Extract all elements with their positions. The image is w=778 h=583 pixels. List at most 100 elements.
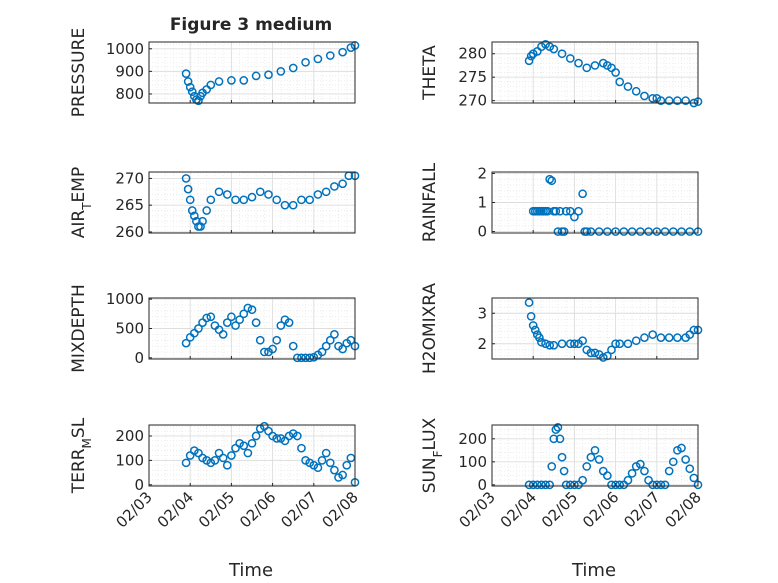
data-point <box>594 227 604 236</box>
data-point <box>317 347 327 357</box>
data-point <box>280 200 290 210</box>
data-point <box>528 321 538 330</box>
data-point <box>227 312 236 322</box>
data-point <box>222 318 232 327</box>
data-point <box>574 206 583 216</box>
data-point <box>677 227 686 236</box>
y-tick-label: 100 <box>115 451 144 469</box>
data-point <box>264 70 273 80</box>
y-tick-label: 800 <box>115 85 144 103</box>
data-point <box>189 211 199 221</box>
data-point <box>524 480 534 490</box>
data-point <box>541 480 550 490</box>
data-point <box>338 47 347 57</box>
axes-box <box>491 424 699 487</box>
subplot-2: 270 275 280 THETA <box>420 39 703 110</box>
data-point <box>194 324 203 333</box>
y-axis-label-tail: LUX <box>420 417 440 450</box>
data-point <box>652 227 662 236</box>
y-axis-label: THETA <box>420 45 440 101</box>
data-point <box>313 54 323 64</box>
x-tick-label: 02/05 <box>195 488 238 531</box>
figure-title: Figure 3 medium <box>170 15 332 35</box>
data-point <box>198 216 207 226</box>
data-point <box>689 325 699 335</box>
data-point <box>276 67 286 76</box>
data-point <box>541 339 550 349</box>
data-point <box>530 325 540 335</box>
y-axis-label-main: TERR <box>69 448 89 494</box>
data-point <box>247 305 257 315</box>
data-point <box>532 480 542 490</box>
data-point <box>603 471 612 480</box>
data-point <box>553 422 563 432</box>
y-axis-label: H2OMIXRA <box>420 283 440 374</box>
data-point <box>526 311 536 321</box>
data-point <box>181 338 191 348</box>
data-point <box>660 480 670 490</box>
data-point <box>292 353 302 363</box>
data-point <box>251 431 261 441</box>
data-point <box>590 61 600 70</box>
y-tick-label: 3 <box>477 304 487 322</box>
data-point <box>301 353 310 363</box>
y-axis-label-main: SUN <box>420 457 440 493</box>
data-point <box>619 227 629 236</box>
axes-box <box>148 41 356 104</box>
data-point <box>545 340 555 350</box>
data-point <box>268 344 277 354</box>
data-point <box>582 227 592 236</box>
data-point <box>206 195 216 205</box>
data-point <box>656 96 666 106</box>
data-point <box>640 333 649 342</box>
data-point <box>305 195 315 205</box>
axes-box <box>148 424 356 487</box>
data-point <box>255 187 265 197</box>
y-tick-label: 270 <box>115 169 144 187</box>
data-point <box>297 353 306 363</box>
y-axis-label-tail: EMP <box>69 167 89 203</box>
y-axis-label-main: MIXDEPTH <box>69 284 89 373</box>
data-point <box>656 333 666 342</box>
data-point <box>206 312 216 322</box>
data-point <box>284 318 294 327</box>
y-tick-label: 1000 <box>106 290 144 308</box>
data-point <box>330 182 339 191</box>
data-point <box>342 460 352 470</box>
y-axis-label: SUNFLUX <box>420 417 445 493</box>
data-point <box>313 190 323 199</box>
x-tick-label: 02/08 <box>662 488 705 531</box>
data-point <box>292 431 302 441</box>
data-point <box>570 339 579 349</box>
y-tick-label: 2 <box>477 164 487 182</box>
data-point <box>264 190 273 199</box>
data-point <box>243 303 253 313</box>
data-point <box>549 340 559 350</box>
data-point <box>555 434 565 444</box>
data-point <box>578 475 587 485</box>
x-tick-label: 02/07 <box>277 488 320 531</box>
data-point <box>181 458 191 468</box>
data-point <box>611 227 620 236</box>
x-tick-label: 02/03 <box>456 488 499 531</box>
data-point <box>565 339 575 349</box>
data-point <box>301 57 310 67</box>
data-point <box>239 309 249 319</box>
x-axis-label-right: Time <box>571 560 616 581</box>
data-point <box>611 339 620 349</box>
data-point <box>565 480 575 490</box>
data-point <box>537 337 546 347</box>
data-point <box>660 227 670 236</box>
y-axis-label: RAINFALL <box>420 162 440 242</box>
data-point <box>321 187 331 197</box>
data-point <box>559 466 569 476</box>
data-point <box>330 465 339 475</box>
data-point <box>260 347 269 357</box>
y-axis-label-main: RAINFALL <box>420 162 440 242</box>
y-axis-label-tail: SL <box>69 417 89 438</box>
data-point <box>346 335 356 345</box>
